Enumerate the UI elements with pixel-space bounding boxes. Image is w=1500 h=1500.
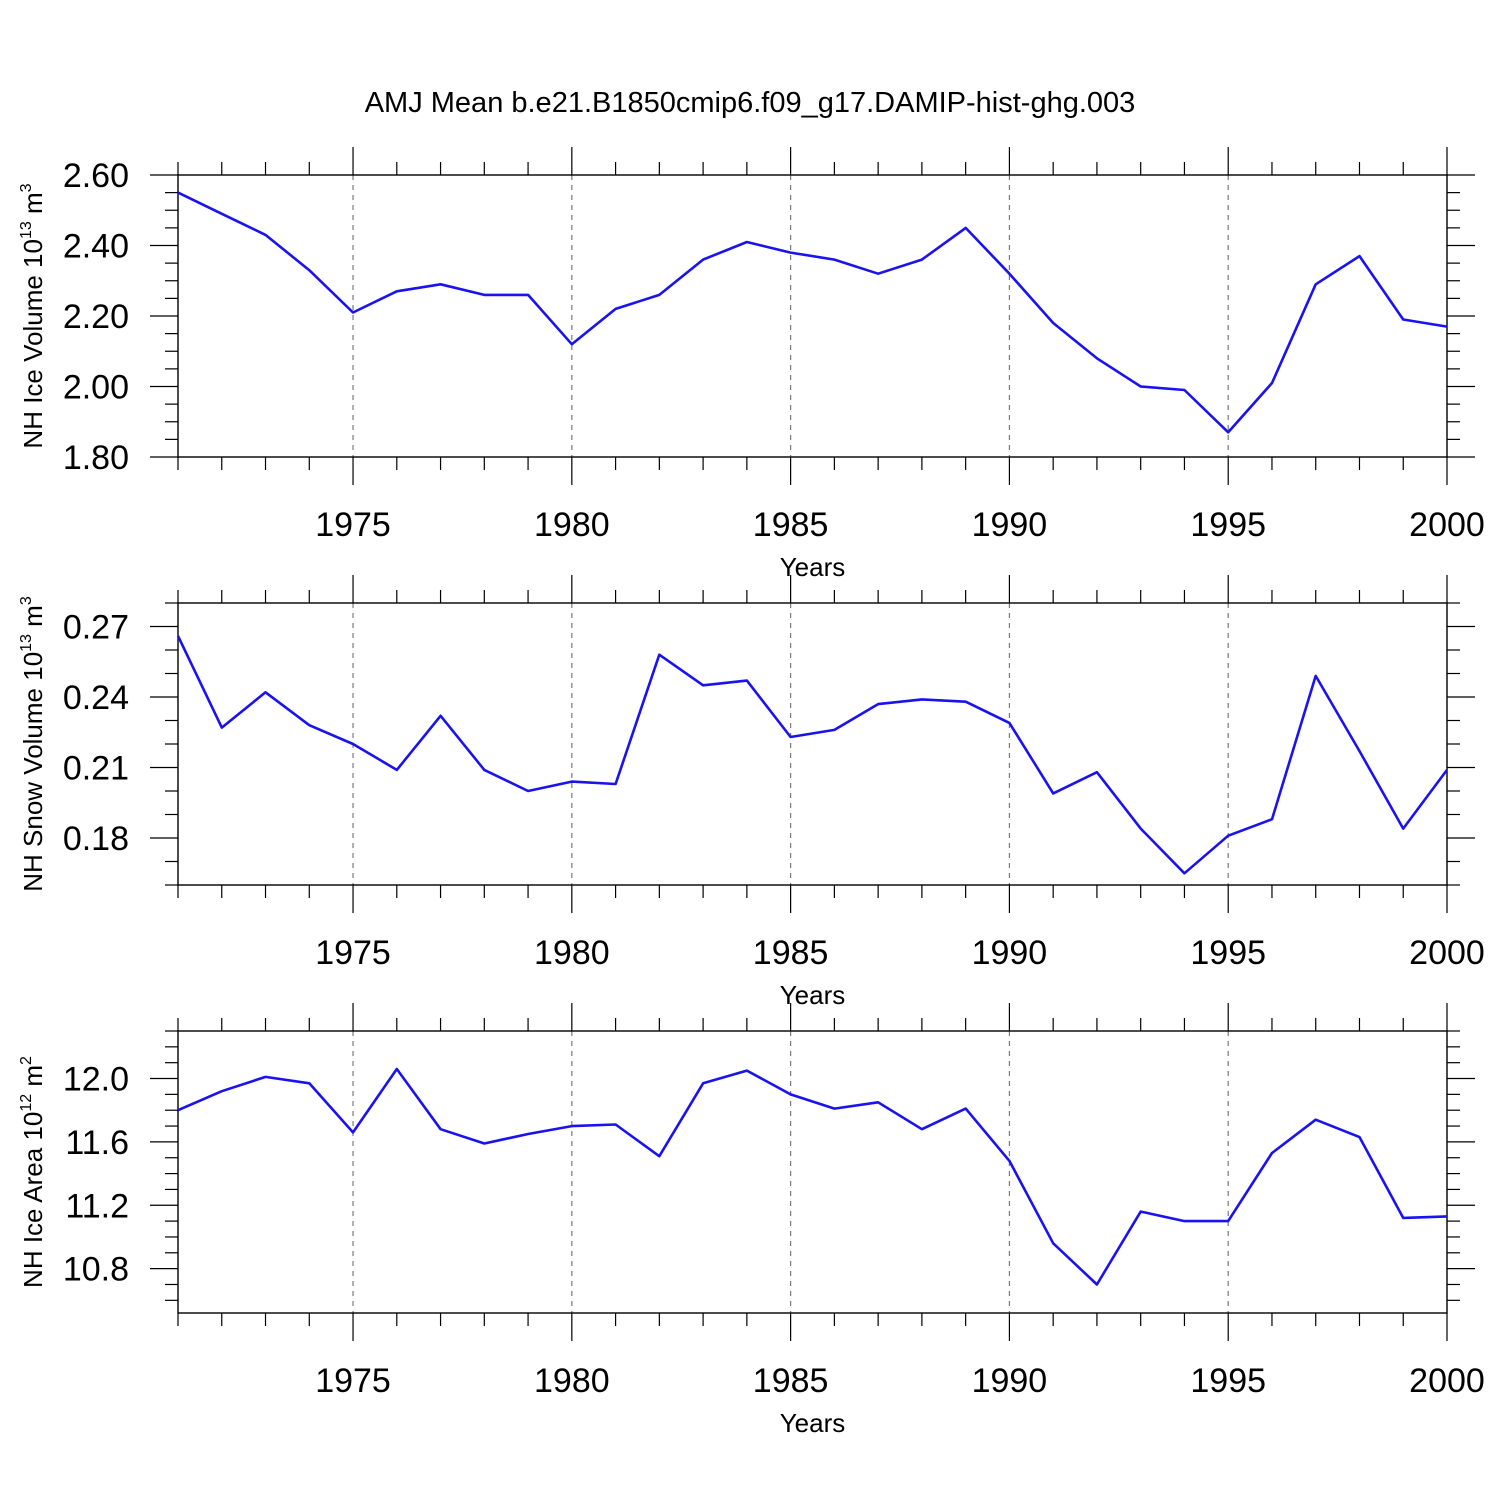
y-tick-label: 11.6 — [65, 1124, 129, 1162]
x-tick-label: 1995 — [1190, 506, 1266, 544]
x-tick-label: 1985 — [753, 934, 829, 972]
y-tick-label: 2.60 — [63, 157, 129, 195]
x-tick-label: 1985 — [753, 506, 829, 544]
y-tick-label: 0.21 — [63, 750, 129, 788]
x-tick-label: 1995 — [1190, 934, 1266, 972]
x-tick-label: 1975 — [315, 506, 391, 544]
y-tick-label: 2.00 — [63, 369, 129, 407]
x-tick-label: 1980 — [534, 506, 610, 544]
x-tick-label: 2000 — [1409, 934, 1485, 972]
y-tick-label: 10.8 — [63, 1251, 129, 1289]
x-tick-label: 2000 — [1409, 1362, 1485, 1400]
x-tick-label: 1985 — [753, 1362, 829, 1400]
series-line — [176, 635, 1449, 875]
y-tick-label: 11.2 — [65, 1187, 129, 1225]
y-tick-label: 12.0 — [63, 1061, 129, 1099]
series-line — [177, 191, 1448, 434]
y-tick-label: 2.20 — [63, 298, 129, 336]
y-tick-label: 0.24 — [63, 679, 129, 717]
y-axis-label-text: NH Ice Volume 10 — [18, 239, 48, 449]
panels: 1975 1980 1985 1990 1995 2000 Years 1.80 2.00 2.2… — [18, 147, 1485, 1438]
x-tick-label: 1995 — [1190, 1362, 1266, 1400]
y-axis-label-unit-exponent: 2 — [18, 1056, 35, 1065]
y-axis-label-unit-exponent: 3 — [18, 596, 35, 605]
y-axis-label: NH Snow Volume 1013 m3 — [18, 596, 48, 892]
x-tick-label: 1990 — [972, 506, 1048, 544]
y-axis-label-unit-exponent: 3 — [18, 183, 35, 192]
plot-frame — [177, 1030, 1448, 1314]
x-tick-label: 1975 — [315, 1362, 391, 1400]
panel-3: 1975 1980 1985 1990 1995 2000 Years 10.8 11.2 11.… — [18, 1003, 1485, 1438]
x-tick-label: 1980 — [534, 934, 610, 972]
y-axis-label-text: NH Snow Volume 10 — [18, 652, 48, 892]
y-axis-label-exponent: 12 — [18, 1094, 35, 1112]
y-axis-label-exponent: 13 — [18, 221, 35, 239]
y-axis-label-exponent: 13 — [18, 634, 35, 652]
x-tick-label: 1990 — [972, 934, 1048, 972]
x-tick-label: 1980 — [534, 1362, 610, 1400]
series-line — [177, 1067, 1448, 1286]
x-tick-label: 1990 — [972, 1362, 1048, 1400]
y-axis-label-unit: m — [18, 605, 48, 634]
x-axis-label: Years — [780, 1408, 846, 1438]
y-axis-label: NH Ice Area 1012 m2 — [18, 1056, 48, 1288]
x-tick-label: 2000 — [1409, 506, 1485, 544]
y-axis-label: NH Ice Volume 1013 m3 — [18, 183, 48, 448]
y-tick-label: 1.80 — [63, 439, 129, 477]
panel-2: 1975 1980 1985 1990 1995 2000 Years 0.18 0.21 0.2… — [18, 575, 1485, 1010]
y-axis-label-text: NH Ice Area 10 — [18, 1112, 48, 1288]
y-axis-label-unit: m — [18, 192, 48, 221]
x-axis-label: Years — [780, 980, 846, 1010]
figure-title: AMJ Mean b.e21.B1850cmip6.f09_g17.DAMIP-… — [365, 87, 1136, 119]
y-axis-label-unit: m — [18, 1065, 48, 1094]
y-tick-label: 2.40 — [63, 228, 129, 266]
x-tick-label: 1975 — [315, 934, 391, 972]
y-tick-label: 0.27 — [63, 609, 129, 647]
x-axis-label: Years — [780, 552, 846, 582]
y-tick-label: 0.18 — [63, 820, 129, 858]
